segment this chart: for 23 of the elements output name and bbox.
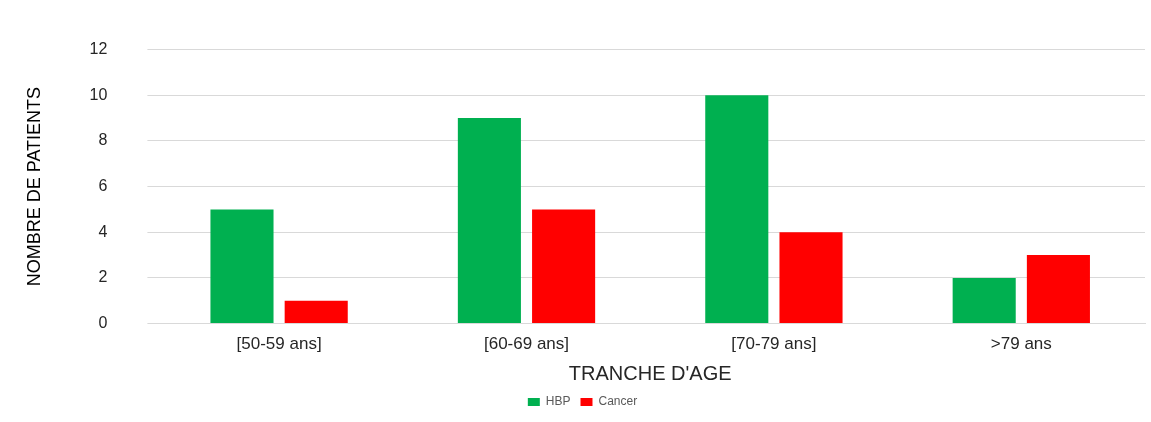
y-tick-label: 12	[89, 40, 108, 58]
y-tick-label: 4	[98, 222, 108, 240]
bar	[779, 232, 843, 324]
legend-label: Cancer	[598, 394, 638, 409]
x-tick-label: [50-59 ans]	[236, 334, 322, 354]
y-axis-title: NOMBRE DE PATIENTS	[23, 86, 44, 287]
y-tick-label: 0	[98, 314, 108, 332]
y-tick-label: 6	[98, 177, 108, 195]
y-tick-label: 10	[89, 85, 108, 103]
x-tick-label: [60-69 ans]	[483, 334, 570, 354]
bar	[952, 277, 1016, 324]
x-axis-title: TRANCHE D'AGE	[568, 361, 732, 384]
bar	[210, 209, 274, 324]
y-tick-label: 8	[98, 131, 108, 149]
x-tick-label: [70-79 ans]	[731, 334, 817, 354]
bar	[705, 95, 769, 324]
bar	[1026, 255, 1090, 324]
y-tick-label: 2	[98, 268, 108, 286]
bar	[532, 209, 596, 324]
legend-label: HBP	[545, 394, 571, 409]
bar	[457, 118, 521, 324]
x-tick-label: >79 ans	[990, 334, 1052, 354]
bar	[284, 300, 348, 324]
